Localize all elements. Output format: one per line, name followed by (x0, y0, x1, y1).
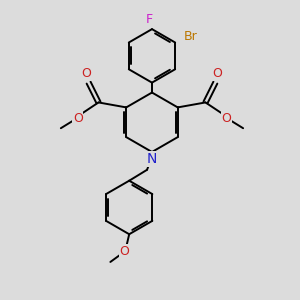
Text: F: F (146, 13, 153, 26)
Text: Br: Br (184, 30, 198, 43)
Text: O: O (73, 112, 82, 125)
Text: N: N (147, 152, 157, 166)
Text: O: O (221, 112, 231, 125)
Text: O: O (82, 67, 92, 80)
Text: O: O (212, 67, 222, 80)
Text: O: O (119, 244, 129, 258)
